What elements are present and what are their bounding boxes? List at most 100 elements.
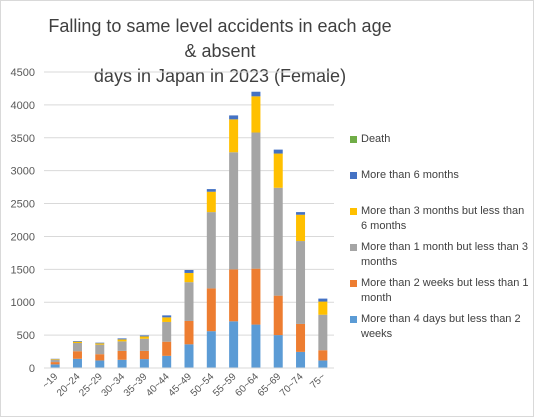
x-tick-label: 30~34 <box>100 371 128 399</box>
bar-segment <box>229 152 239 270</box>
y-axis-tick-labels: 0 500 1000 1500 2000 2500 3000 3500 4000 4500 <box>11 67 35 375</box>
x-tick-label: 75~ <box>308 371 328 391</box>
chart-title: Falling to same level accidents in each … <box>40 14 400 89</box>
legend-label: More than 2 weeks but less than 1 month <box>361 277 529 304</box>
bar-segment <box>162 315 172 318</box>
bar-segment <box>318 301 328 315</box>
bar-segment <box>229 115 239 120</box>
bar-segment <box>184 272 194 283</box>
x-tick-label: 20~24 <box>55 371 83 399</box>
legend-label: More than 4 days but less than 2 weeks <box>361 313 521 340</box>
x-axis-tick-labels: ~1920~2425~2930~3435~3940~4445~4950~5455… <box>40 371 328 399</box>
y-tick-label: 4000 <box>11 100 35 112</box>
bar-segment <box>162 317 172 322</box>
bar-segment <box>273 149 283 154</box>
bar-segment <box>95 354 105 361</box>
bar-segment <box>206 191 216 213</box>
legend-label: More than 6 months <box>361 169 459 181</box>
bar-segment <box>318 314 328 351</box>
y-tick-label: 3000 <box>11 166 35 178</box>
bar-segment <box>206 212 216 289</box>
x-tick-label: 70~74 <box>278 371 306 399</box>
bar-segment <box>251 96 261 133</box>
x-tick-label: 45~49 <box>166 371 194 399</box>
legend-swatch <box>350 136 357 143</box>
bar-segment <box>72 343 82 352</box>
bar-segment <box>117 339 127 342</box>
bar-segment <box>117 341 127 351</box>
bar-segment <box>50 362 60 365</box>
bar-segment <box>50 359 60 363</box>
bar-segment <box>229 321 239 368</box>
legend-label: More than 1 month but less than 3 months <box>361 241 528 268</box>
bar-segment <box>251 132 261 269</box>
x-tick-label: 50~54 <box>189 371 217 399</box>
bar-segment <box>229 269 239 322</box>
y-tick-label: 1500 <box>11 264 35 276</box>
bar-segment <box>50 364 60 368</box>
bar-segment <box>139 338 149 351</box>
bar-segment <box>206 331 216 368</box>
bar-segment <box>296 214 306 242</box>
bar-segment <box>251 268 261 325</box>
y-tick-label: 2000 <box>11 231 35 243</box>
bar-segment <box>273 335 283 368</box>
legend-swatch <box>350 172 357 179</box>
y-tick-label: 0 <box>29 363 35 375</box>
bar-segment <box>72 351 82 359</box>
bar-segment <box>95 360 105 368</box>
bar-segment <box>251 324 261 368</box>
bars <box>50 91 328 368</box>
bar-segment <box>296 241 306 324</box>
bar-segment <box>95 344 105 355</box>
bar-segment <box>273 153 283 188</box>
chart-title-line-2: days in Japan in 2023 (Female) <box>93 66 347 86</box>
bar-segment <box>184 320 194 345</box>
bar-segment <box>139 336 149 339</box>
legend-swatch <box>350 244 357 251</box>
bar-segment <box>139 359 149 368</box>
bar-segment <box>95 343 105 345</box>
x-tick-label: 65~69 <box>256 371 284 399</box>
x-tick-label: 35~39 <box>122 371 150 399</box>
bar-segment <box>139 350 149 360</box>
y-tick-label: 1000 <box>11 297 35 309</box>
bar-segment <box>162 341 172 356</box>
x-tick-label: 60~64 <box>233 371 261 399</box>
bar-segment <box>95 342 105 344</box>
x-tick-label: 25~29 <box>77 371 105 399</box>
chart-title-line-1: Falling to same level accidents in each … <box>48 16 392 61</box>
bar-segment <box>296 351 306 368</box>
bar-segment <box>273 295 283 336</box>
legend-swatch <box>350 208 357 215</box>
bar-segment <box>72 341 82 344</box>
bar-segment <box>162 355 172 368</box>
x-tick-label: 40~44 <box>144 371 172 399</box>
gridlines <box>44 71 334 336</box>
legend-swatch <box>350 280 357 287</box>
bar-segment <box>296 212 306 215</box>
legend-label: More than 3 months but less than 6 month… <box>361 205 525 232</box>
bar-segment <box>184 344 194 368</box>
bar-segment <box>273 187 283 296</box>
y-tick-label: 3500 <box>11 133 35 145</box>
bar-segment <box>184 282 194 321</box>
y-tick-label: 4500 <box>11 67 35 79</box>
bar-segment <box>117 359 127 368</box>
bar-segment <box>318 350 328 361</box>
legend-swatch <box>350 316 357 323</box>
bar-segment <box>139 335 149 337</box>
bar-segment <box>296 323 306 352</box>
bar-segment <box>229 119 239 153</box>
bar-segment <box>117 338 127 340</box>
bar-segment <box>72 341 82 342</box>
bar-segment <box>251 91 261 97</box>
y-tick-label: 500 <box>17 330 35 342</box>
bar-segment <box>318 360 328 368</box>
bar-segment <box>184 269 194 273</box>
y-tick-label: 2500 <box>11 199 35 211</box>
bar-segment <box>162 321 172 342</box>
bar-segment <box>117 350 127 360</box>
